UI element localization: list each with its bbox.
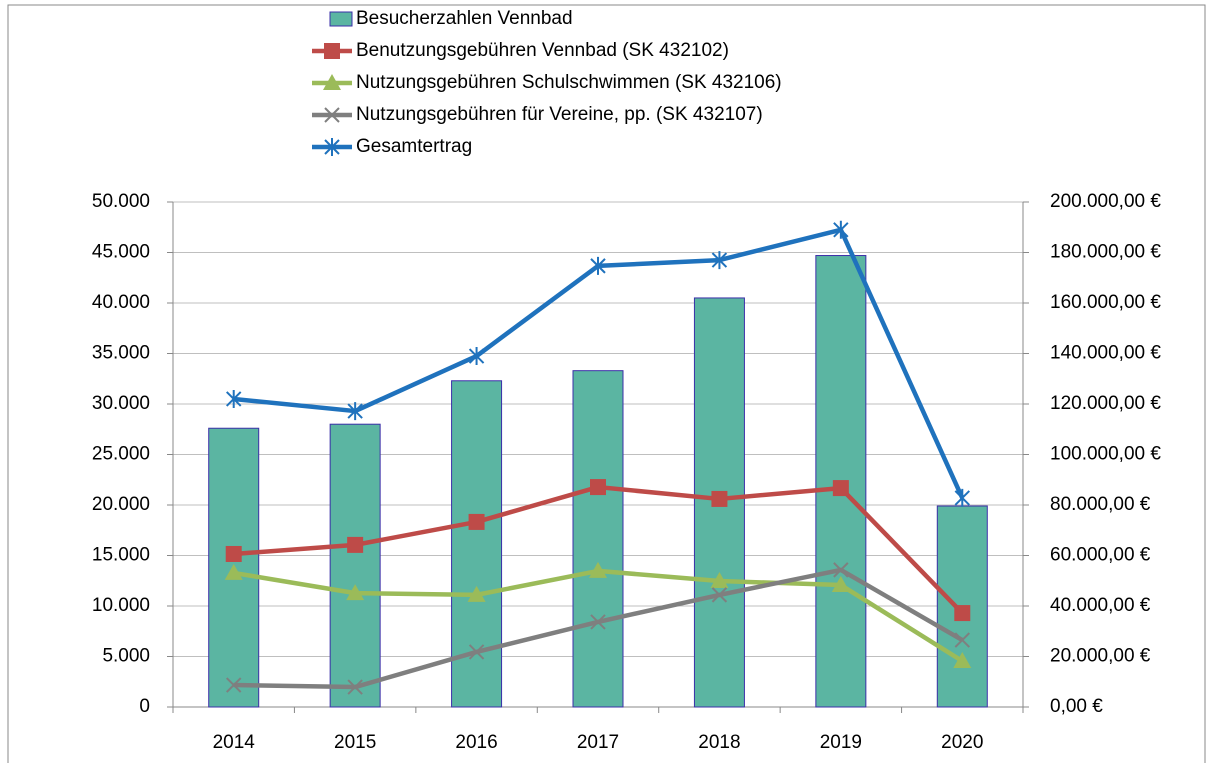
y2-tick-label: 140.000,00 €	[1050, 343, 1161, 364]
y-tick-label: 15.000	[92, 545, 150, 566]
marker	[833, 562, 849, 578]
marker	[711, 251, 728, 270]
marker	[953, 652, 972, 669]
bar	[572, 370, 624, 708]
marker	[833, 220, 849, 239]
x-tick-label: 2018	[698, 732, 740, 753]
x-tick-label: 2020	[941, 732, 983, 753]
marker	[347, 402, 363, 421]
y2-tick-label: 60.000,00 €	[1050, 545, 1151, 566]
marker	[711, 490, 728, 507]
marker	[347, 536, 364, 553]
legend-label: Besucherzahlen Vennbad	[356, 8, 573, 29]
marker	[225, 545, 242, 562]
marker	[832, 480, 849, 497]
legend-marker	[324, 107, 340, 123]
y-tick-label: 0	[139, 696, 150, 717]
y2-tick-label: 40.000,00 €	[1050, 595, 1151, 616]
y2-tick-label: 20.000,00 €	[1050, 646, 1151, 667]
x-tick-label: 2016	[455, 732, 497, 753]
marker	[468, 644, 485, 660]
x-tick-label: 2017	[577, 732, 619, 753]
x-tick-label: 2014	[213, 732, 256, 753]
y2-tick-label: 180.000,00 €	[1050, 242, 1161, 263]
x-tick-label: 2015	[334, 732, 376, 753]
legend-marker	[324, 138, 340, 156]
legend-label: Nutzungsgebühren Schulschwimmen (SK 4321…	[356, 72, 782, 93]
marker	[831, 576, 850, 593]
legend-label: Gesamtertrag	[356, 136, 472, 157]
marker	[589, 561, 607, 578]
y2-tick-label: 100.000,00 €	[1050, 444, 1161, 465]
marker	[590, 256, 606, 275]
legend-label: Benutzungsgebühren Vennbad (SK 432102)	[356, 40, 729, 61]
marker	[954, 632, 970, 648]
marker	[226, 677, 242, 693]
marker	[224, 563, 243, 580]
y-tick-label: 50.000	[92, 191, 150, 212]
y2-tick-label: 0,00 €	[1050, 696, 1103, 717]
y2-tick-label: 200.000,00 €	[1050, 191, 1161, 212]
marker	[590, 614, 606, 630]
legend-label: Nutzungsgebühren für Vereine, pp. (SK 43…	[356, 104, 763, 125]
y-tick-label: 30.000	[92, 393, 150, 414]
marker	[710, 572, 729, 589]
legend-marker	[324, 43, 340, 59]
marker	[346, 584, 365, 601]
y-tick-label: 10.000	[92, 595, 150, 616]
x-tick-label: 2019	[820, 732, 862, 753]
y-tick-label: 20.000	[92, 494, 150, 515]
y2-tick-label: 120.000,00 €	[1050, 393, 1161, 414]
marker	[467, 585, 486, 602]
marker	[347, 679, 363, 695]
marker	[954, 488, 970, 507]
y-tick-label: 40.000	[92, 292, 150, 313]
marker	[468, 347, 485, 366]
marker	[226, 389, 242, 408]
marker	[468, 513, 485, 530]
y-tick-label: 45.000	[92, 242, 150, 263]
marker	[954, 605, 971, 622]
bar	[329, 423, 381, 708]
marker	[711, 587, 728, 603]
y2-tick-label: 80.000,00 €	[1050, 494, 1151, 515]
y2-tick-label: 160.000,00 €	[1050, 292, 1161, 313]
legend-swatch	[329, 11, 353, 27]
legend-marker	[323, 74, 341, 90]
y-tick-label: 35.000	[92, 343, 150, 364]
y-tick-label: 25.000	[92, 444, 150, 465]
marker	[590, 479, 606, 496]
y-tick-label: 5.000	[102, 646, 150, 667]
